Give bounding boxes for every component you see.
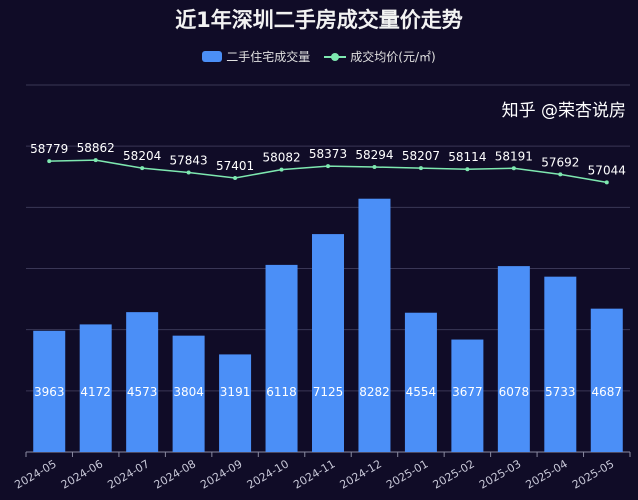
x-tick-label: 2025-01 bbox=[384, 457, 430, 491]
x-tick-label: 2024-05 bbox=[12, 457, 58, 491]
bar bbox=[126, 312, 159, 452]
bar-label: 5733 bbox=[545, 385, 576, 399]
x-tick-label: 2025-03 bbox=[477, 457, 523, 491]
bar bbox=[33, 330, 66, 452]
legend-label-price: 成交均价(元/㎡) bbox=[350, 50, 436, 64]
price-point bbox=[233, 175, 238, 180]
bar bbox=[404, 312, 437, 452]
x-tick-label: 2025-04 bbox=[523, 457, 569, 491]
x-tick-label: 2025-05 bbox=[570, 457, 616, 491]
bar bbox=[358, 198, 391, 452]
bar bbox=[497, 266, 530, 452]
price-point bbox=[279, 167, 284, 172]
price-label: 58114 bbox=[448, 150, 486, 164]
x-tick-label: 2024-08 bbox=[152, 457, 198, 491]
bar-label: 3804 bbox=[173, 385, 204, 399]
legend: 二手住宅成交量 成交均价(元/㎡) bbox=[0, 48, 638, 65]
bar bbox=[312, 234, 344, 452]
bar bbox=[219, 354, 252, 452]
bar bbox=[265, 264, 298, 452]
price-label: 58779 bbox=[30, 142, 68, 156]
price-label: 57692 bbox=[541, 155, 579, 169]
x-tick-label: 2024-12 bbox=[338, 457, 384, 491]
price-label: 57401 bbox=[216, 159, 254, 173]
price-label: 58204 bbox=[123, 149, 161, 163]
bar-label: 4573 bbox=[127, 385, 158, 399]
price-point bbox=[604, 180, 609, 185]
x-tick-label: 2024-10 bbox=[245, 457, 291, 491]
price-point bbox=[511, 166, 516, 171]
price-point bbox=[47, 159, 52, 164]
x-tick-label: 2025-02 bbox=[431, 457, 477, 491]
bar-label: 6118 bbox=[266, 385, 297, 399]
bar bbox=[544, 276, 577, 452]
price-label: 58294 bbox=[355, 148, 393, 162]
price-label: 57843 bbox=[170, 154, 208, 168]
bar-label: 3677 bbox=[452, 385, 483, 399]
x-tick-label: 2024-11 bbox=[291, 457, 337, 491]
bar bbox=[451, 339, 484, 452]
price-point bbox=[186, 170, 191, 175]
bar-label: 4687 bbox=[591, 385, 622, 399]
chart-title: 近1年深圳二手房成交量价走势 bbox=[175, 8, 463, 32]
bar-label: 3963 bbox=[34, 385, 65, 399]
price-point bbox=[465, 167, 470, 172]
price-label: 58191 bbox=[495, 149, 533, 163]
bar bbox=[79, 324, 112, 452]
price-label: 58082 bbox=[262, 151, 300, 165]
bar bbox=[590, 308, 623, 452]
legend-item-price[interactable]: 成交均价(元/㎡) bbox=[324, 48, 436, 65]
legend-label-volume: 二手住宅成交量 bbox=[226, 50, 311, 64]
x-tick-label: 2024-07 bbox=[105, 457, 151, 491]
price-point bbox=[372, 165, 377, 170]
x-tick-label: 2024-06 bbox=[59, 457, 105, 491]
bar-label: 7125 bbox=[313, 385, 344, 399]
price-point bbox=[326, 164, 330, 169]
bar bbox=[172, 335, 205, 452]
legend-item-volume[interactable]: 二手住宅成交量 bbox=[202, 48, 310, 65]
price-label: 57044 bbox=[588, 163, 626, 177]
legend-line-swatch bbox=[324, 52, 347, 61]
price-line bbox=[49, 159, 607, 184]
price-point bbox=[140, 166, 145, 171]
bar-label: 8282 bbox=[359, 385, 390, 399]
legend-bar-swatch bbox=[202, 51, 223, 62]
bar-label: 4172 bbox=[80, 385, 111, 399]
price-point bbox=[558, 172, 563, 177]
bar-label: 3191 bbox=[220, 385, 251, 399]
watermark: 知乎 @荣杏说房 bbox=[501, 101, 626, 121]
bar-label: 6078 bbox=[499, 385, 530, 399]
x-tick-label: 2024-09 bbox=[198, 457, 244, 491]
price-label: 58207 bbox=[402, 149, 440, 163]
price-label: 58373 bbox=[309, 147, 347, 161]
bar-label: 4554 bbox=[406, 385, 437, 399]
price-label: 58862 bbox=[77, 141, 115, 155]
price-point bbox=[93, 158, 98, 163]
price-point bbox=[418, 166, 423, 171]
